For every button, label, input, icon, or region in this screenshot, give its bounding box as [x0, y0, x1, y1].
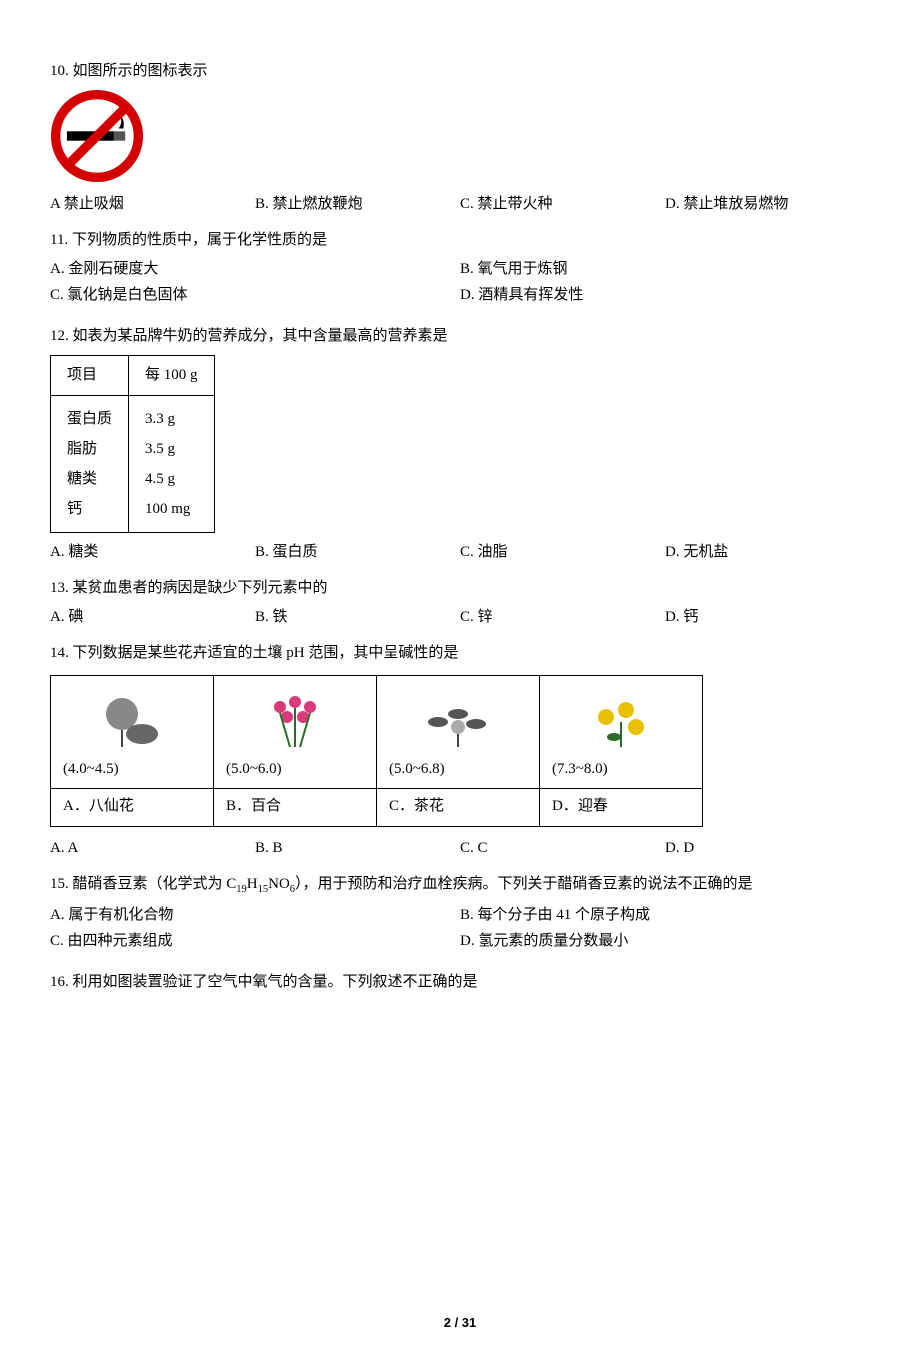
q14-ph-0: (4.0~4.5)	[63, 758, 201, 781]
q10-option-a: A 禁止吸烟	[50, 193, 255, 216]
q11-options: A. 金刚石硬度大 B. 氧气用于炼钢 C. 氯化钠是白色固体 D. 酒精具有挥…	[50, 258, 870, 311]
q12-option-a: A. 糖类	[50, 541, 255, 564]
flower-icon-3	[552, 682, 690, 752]
q14-option-d: D. D	[665, 837, 870, 860]
q12-option-d: D. 无机盐	[665, 541, 870, 564]
question-12: 12. 如表为某品牌牛奶的营养成分，其中含量最高的营养素是 项目 每 100 g…	[50, 325, 870, 564]
q12-r3c1: 100 mg	[145, 501, 190, 517]
q11-stem: 11. 下列物质的性质中，属于化学性质的是	[50, 229, 870, 252]
q10-option-c: C. 禁止带火种	[460, 193, 665, 216]
q13-option-c: C. 锌	[460, 606, 665, 629]
question-10: 10. 如图所示的图标表示 A 禁止吸烟 B. 禁止燃放鞭炮 C. 禁止带火种 …	[50, 60, 870, 215]
q14-label-3: D．迎春	[540, 789, 703, 827]
q14-ph-3: (7.3~8.0)	[552, 758, 690, 781]
question-11: 11. 下列物质的性质中，属于化学性质的是 A. 金刚石硬度大 B. 氧气用于炼…	[50, 229, 870, 311]
q15-option-a: A. 属于有机化合物	[50, 904, 460, 927]
q12-r3c0: 钙	[67, 501, 82, 517]
question-16: 16. 利用如图装置验证了空气中氧气的含量。下列叙述不正确的是	[50, 971, 870, 994]
q14-label-0: A．八仙花	[51, 789, 214, 827]
q13-options: A. 碘 B. 铁 C. 锌 D. 钙	[50, 606, 870, 629]
q10-option-b: B. 禁止燃放鞭炮	[255, 193, 460, 216]
q14-cell-2: (5.0~6.8)	[377, 675, 540, 789]
flower-icon-2	[389, 682, 527, 752]
q14-label-1: B．百合	[214, 789, 377, 827]
q12-r1c0: 脂肪	[67, 441, 97, 457]
q15-options: A. 属于有机化合物 B. 每个分子由 41 个原子构成 C. 由四种元素组成 …	[50, 904, 870, 957]
q14-table: (4.0~4.5) (	[50, 675, 703, 827]
q12-option-b: B. 蛋白质	[255, 541, 460, 564]
q12-col0: 蛋白质 脂肪 糖类 钙	[51, 395, 129, 532]
q13-option-d: D. 钙	[665, 606, 870, 629]
q11-option-d: D. 酒精具有挥发性	[460, 284, 870, 307]
q14-stem: 14. 下列数据是某些花卉适宜的土壤 pH 范围，其中呈碱性的是	[50, 642, 870, 665]
q11-option-b: B. 氧气用于炼钢	[460, 258, 870, 281]
q12-th-0: 项目	[51, 356, 129, 396]
q12-r0c0: 蛋白质	[67, 411, 112, 427]
q14-options: A. A B. B C. C D. D	[50, 837, 870, 860]
q12-r0c1: 3.3 g	[145, 411, 175, 427]
q15-stem-b: H	[247, 876, 258, 892]
q12-th-1: 每 100 g	[129, 356, 215, 396]
question-15: 15. 醋硝香豆素（化学式为 C19H15NO6），用于预防和治疗血栓疾病。下列…	[50, 873, 870, 957]
q15-sub-1: 15	[258, 884, 269, 895]
q14-option-b: B. B	[255, 837, 460, 860]
question-14: 14. 下列数据是某些花卉适宜的土壤 pH 范围，其中呈碱性的是 (4.0~4.…	[50, 642, 870, 859]
q12-option-c: C. 油脂	[460, 541, 665, 564]
q15-stem-c: NO	[268, 876, 290, 892]
q12-col1: 3.3 g 3.5 g 4.5 g 100 mg	[129, 395, 215, 532]
q11-option-a: A. 金刚石硬度大	[50, 258, 460, 281]
q14-ph-2: (5.0~6.8)	[389, 758, 527, 781]
q14-cell-3: (7.3~8.0)	[540, 675, 703, 789]
q12-options: A. 糖类 B. 蛋白质 C. 油脂 D. 无机盐	[50, 541, 870, 564]
q12-table: 项目 每 100 g 蛋白质 脂肪 糖类 钙 3.3 g 3.5 g 4.5 g…	[50, 355, 215, 533]
flower-icon-1	[226, 682, 364, 752]
q15-stem: 15. 醋硝香豆素（化学式为 C19H15NO6），用于预防和治疗血栓疾病。下列…	[50, 873, 870, 898]
q15-stem-d: ），用于预防和治疗血栓疾病。下列关于醋硝香豆素的说法不正确的是	[295, 876, 753, 892]
q13-option-b: B. 铁	[255, 606, 460, 629]
q14-label-2: C．茶花	[377, 789, 540, 827]
q15-sub-0: 19	[236, 884, 247, 895]
q15-option-d: D. 氢元素的质量分数最小	[460, 930, 870, 953]
flower-icon-0	[63, 682, 201, 752]
q14-cell-0: (4.0~4.5)	[51, 675, 214, 789]
no-smoking-icon	[50, 89, 144, 183]
q10-stem: 10. 如图所示的图标表示	[50, 60, 870, 83]
q14-ph-1: (5.0~6.0)	[226, 758, 364, 781]
q12-stem: 12. 如表为某品牌牛奶的营养成分，其中含量最高的营养素是	[50, 325, 870, 348]
q12-r1c1: 3.5 g	[145, 441, 175, 457]
q16-stem: 16. 利用如图装置验证了空气中氧气的含量。下列叙述不正确的是	[50, 971, 870, 994]
q15-option-b: B. 每个分子由 41 个原子构成	[460, 904, 870, 927]
question-13: 13. 某贫血患者的病因是缺少下列元素中的 A. 碘 B. 铁 C. 锌 D. …	[50, 577, 870, 628]
q14-option-a: A. A	[50, 837, 255, 860]
q13-option-a: A. 碘	[50, 606, 255, 629]
q12-r2c0: 糖类	[67, 471, 97, 487]
q15-stem-a: 15. 醋硝香豆素（化学式为 C	[50, 876, 236, 892]
q11-option-c: C. 氯化钠是白色固体	[50, 284, 460, 307]
q14-cell-1: (5.0~6.0)	[214, 675, 377, 789]
q10-option-d: D. 禁止堆放易燃物	[665, 193, 870, 216]
q14-option-c: C. C	[460, 837, 665, 860]
q13-stem: 13. 某贫血患者的病因是缺少下列元素中的	[50, 577, 870, 600]
page-footer: 2 / 31	[50, 1313, 870, 1333]
q10-options: A 禁止吸烟 B. 禁止燃放鞭炮 C. 禁止带火种 D. 禁止堆放易燃物	[50, 193, 870, 216]
q15-option-c: C. 由四种元素组成	[50, 930, 460, 953]
q12-r2c1: 4.5 g	[145, 471, 175, 487]
